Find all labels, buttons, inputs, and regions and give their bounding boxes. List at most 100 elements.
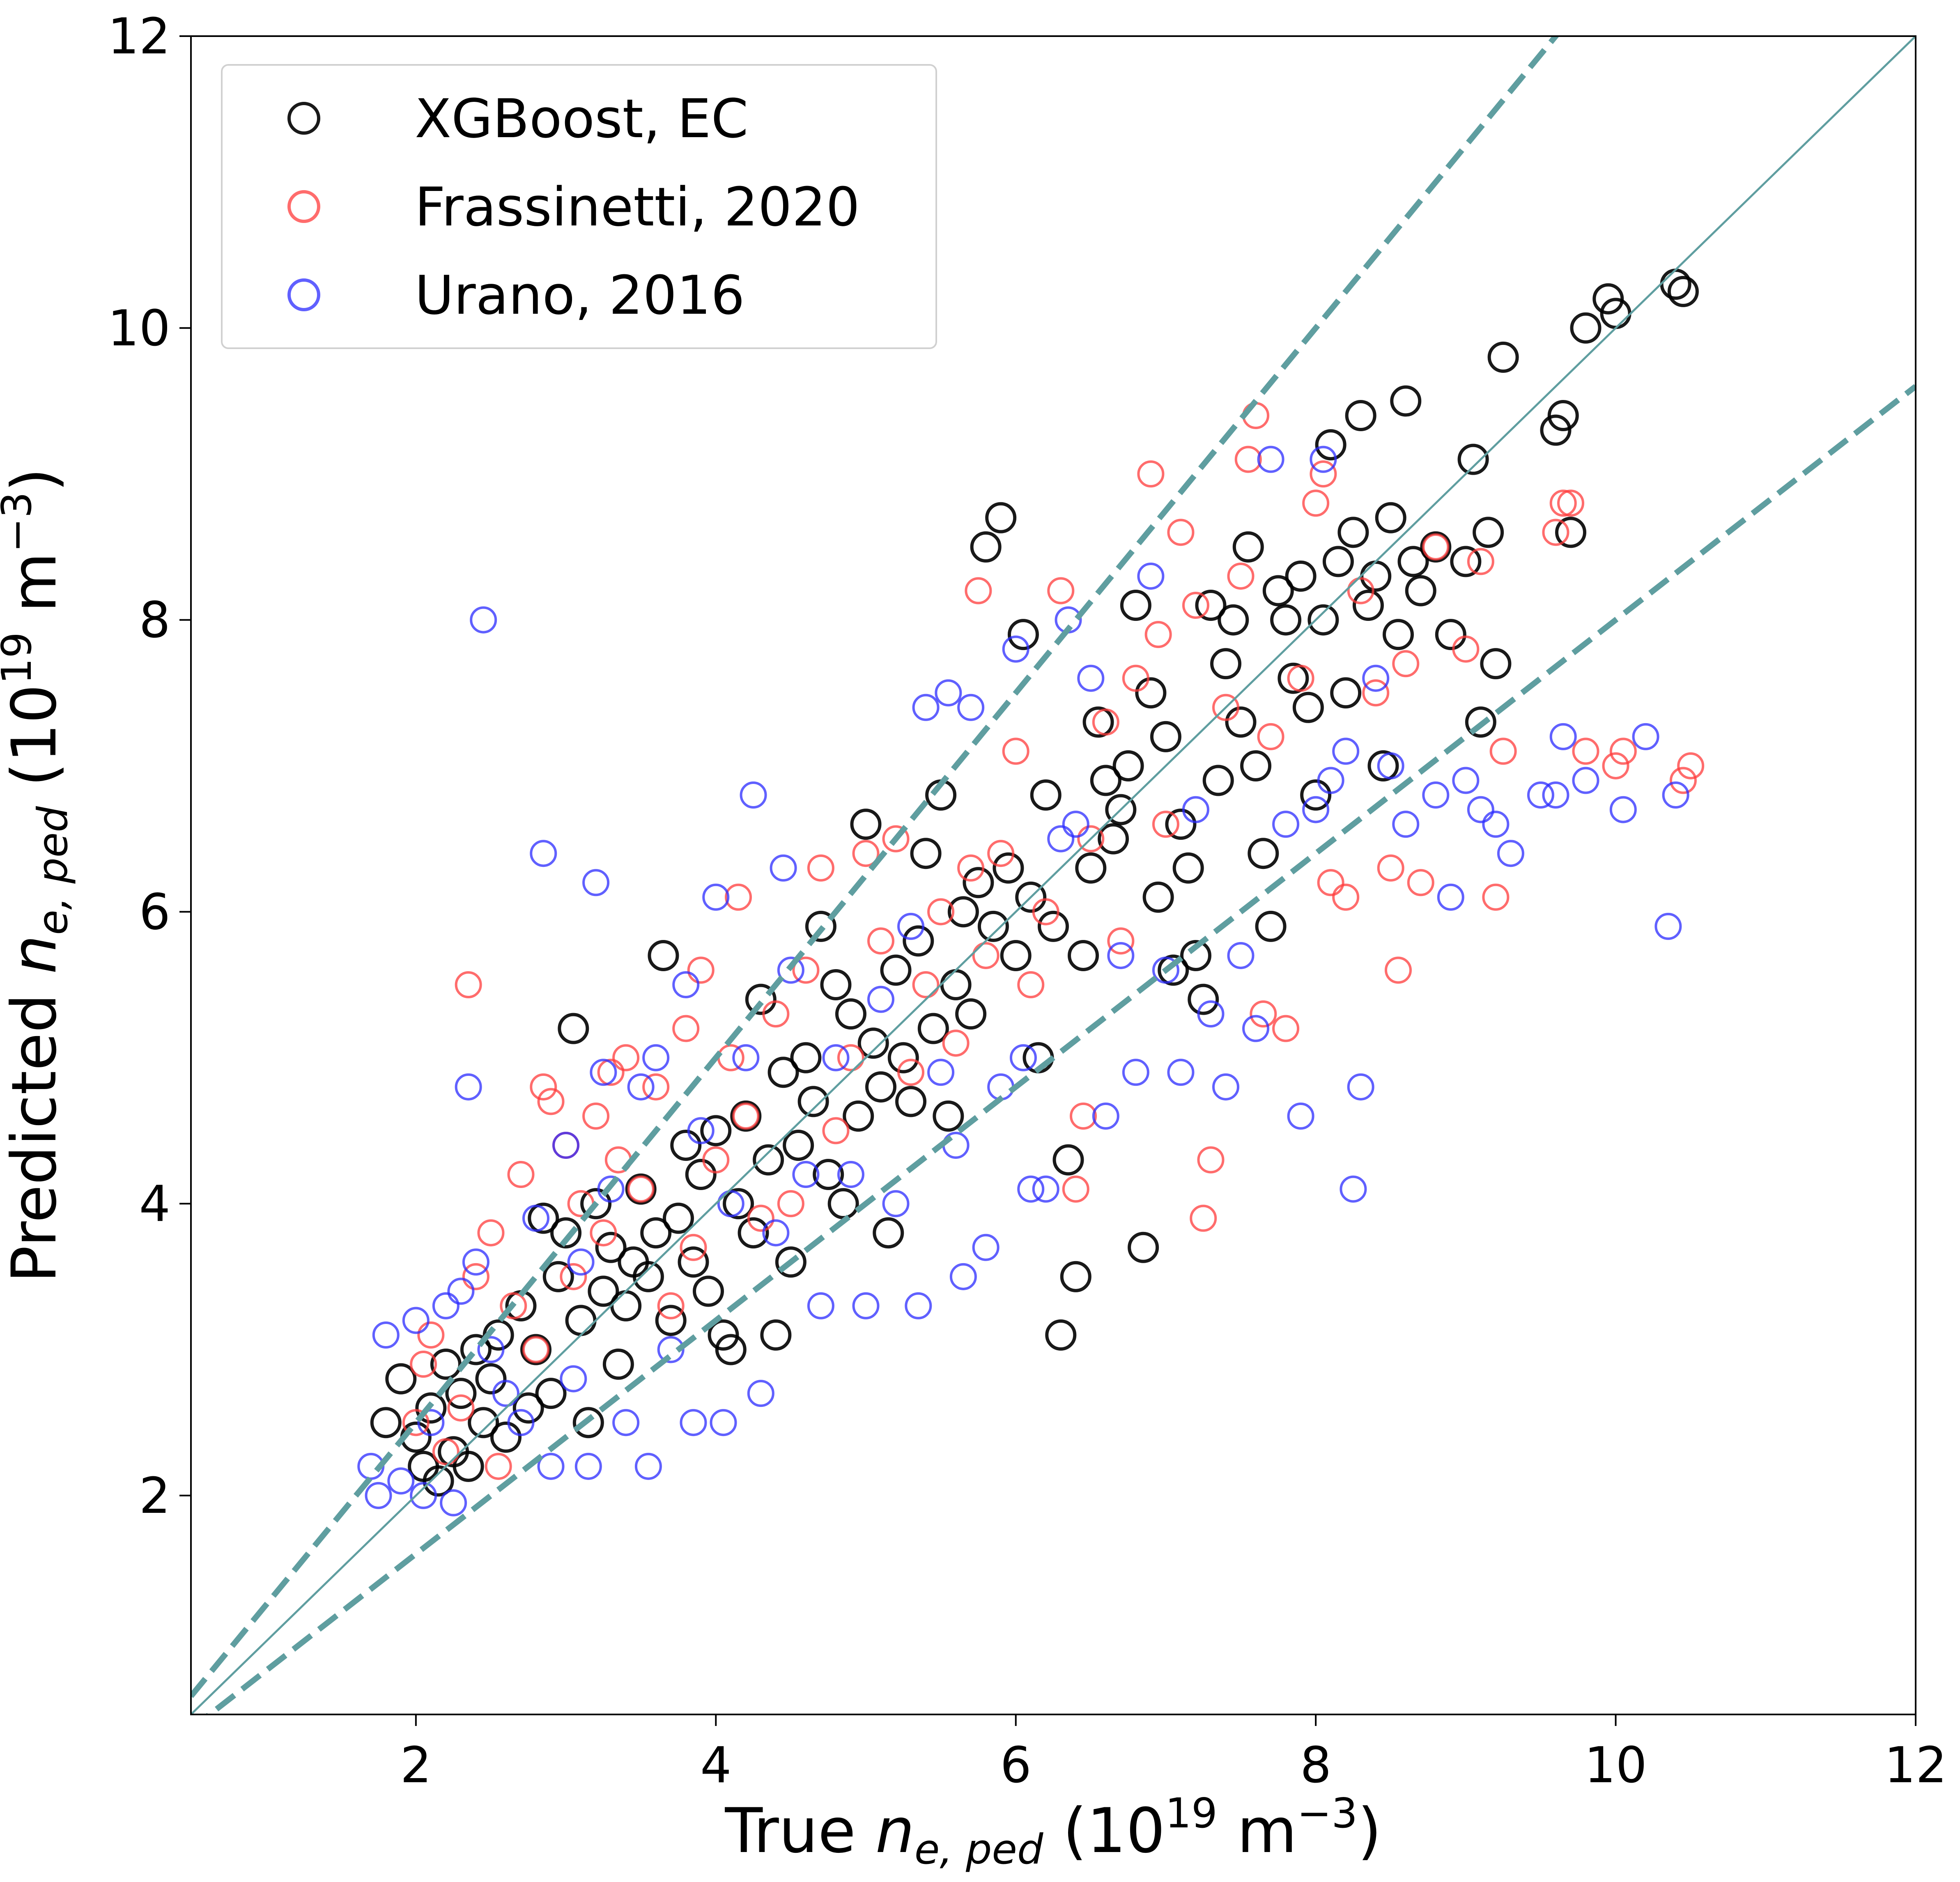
scatter-point [977, 910, 1009, 942]
scatter-point [430, 1349, 462, 1380]
scatter-point [1497, 840, 1524, 867]
scatter-point [1422, 781, 1450, 809]
scatter-point [1540, 414, 1572, 446]
scatter-point [1352, 590, 1384, 621]
scatter-point [702, 1146, 730, 1174]
scatter-point [572, 1407, 604, 1439]
scatter-point [507, 1161, 535, 1188]
scatter-point [723, 1188, 754, 1220]
scatter-point [867, 986, 894, 1013]
scatter-point [470, 606, 497, 634]
scatter-point [542, 1261, 574, 1292]
scatter-point [1068, 940, 1099, 971]
scatter-point [640, 1217, 672, 1249]
scatter-point [1017, 1175, 1045, 1203]
scatter-point [1212, 694, 1239, 721]
scatter-point [790, 1042, 822, 1073]
scatter-point [1120, 590, 1151, 621]
scatter-point [1317, 869, 1344, 896]
scatter-point [415, 1392, 447, 1424]
x-title-unit-close: ) [1358, 1795, 1382, 1867]
scatter-point [680, 1234, 707, 1261]
scatter-point [385, 1363, 417, 1395]
scatter-point [1272, 1015, 1300, 1042]
scatter-point [662, 1202, 694, 1234]
scatter-point [897, 1059, 925, 1086]
scatter-point [792, 1161, 820, 1188]
legend-marker [287, 190, 320, 223]
reference-lines [191, 36, 1916, 1714]
scatter-point [935, 679, 962, 707]
scatter-point [1152, 811, 1179, 838]
scatter-point [1250, 1000, 1277, 1028]
scatter-point [1165, 809, 1197, 840]
scatter-point [655, 1305, 687, 1336]
scatter-point [903, 925, 934, 957]
y-tick-label: 6 [139, 884, 170, 941]
scatter-point [680, 1409, 707, 1436]
scatter-point [1310, 446, 1337, 473]
scatter-point [1287, 1102, 1314, 1130]
scatter-point [1489, 738, 1517, 765]
scatter-point [762, 1000, 790, 1028]
scatter-point [370, 1407, 402, 1439]
scatter-point [1310, 460, 1337, 488]
x-title-prefix: True [724, 1795, 875, 1867]
scatter-point [1422, 533, 1450, 561]
scatter-point [567, 1248, 595, 1276]
reference-line-identity [191, 36, 1916, 1714]
scatter-point [410, 1351, 437, 1378]
scatter-point [1480, 648, 1512, 680]
scatter-point [882, 825, 910, 853]
scatter-point [1212, 1073, 1239, 1101]
scatter-point [590, 1219, 617, 1247]
x-title-unit-open: (10 [1043, 1795, 1165, 1867]
scatter-point [1210, 648, 1241, 680]
x-tick-label: 4 [700, 1737, 731, 1794]
scatter-point [850, 809, 882, 840]
x-axis-title: True ne, ped (1019 m−3) [724, 1789, 1381, 1873]
scatter-point [792, 956, 820, 984]
scatter-point [1172, 852, 1204, 884]
scatter-point [468, 1407, 499, 1439]
scatter-point [1009, 1044, 1037, 1071]
scatter-point [1098, 823, 1129, 855]
scatter-point [1482, 883, 1510, 911]
scatter-point [560, 1365, 587, 1393]
scatter-point [1392, 650, 1420, 678]
scatter-point [1075, 852, 1107, 884]
scatter-point [857, 1027, 889, 1059]
scatter-point [1137, 562, 1165, 590]
scatter-point [770, 854, 797, 882]
scatter-point [612, 1409, 640, 1436]
scatter-point [1032, 898, 1059, 926]
scatter-point [1390, 385, 1422, 417]
y-axis-title: Predicted ne, ped (1019 m−3) [0, 468, 77, 1283]
scatter-point [477, 1336, 505, 1363]
scatter-point [1255, 910, 1287, 942]
reference-line-lower-bound [205, 384, 1916, 1714]
scatter-point [1070, 1102, 1097, 1130]
scatter-point [1669, 767, 1697, 794]
scatter-point [865, 1071, 896, 1103]
scatter-point [1330, 677, 1362, 709]
scatter-point [762, 1219, 790, 1247]
scatter-point [432, 1438, 460, 1466]
scatter-point [574, 1452, 602, 1480]
scatter-point [1420, 531, 1452, 563]
scatter-point [1045, 1319, 1077, 1351]
scatter-point [730, 1100, 762, 1132]
scatter-point [1340, 1175, 1367, 1203]
scatter-point [917, 1013, 949, 1044]
scatter-point [1062, 1175, 1089, 1203]
series-2 [357, 446, 1689, 1517]
scatter-point [528, 1202, 559, 1234]
scatter-point [1437, 883, 1464, 911]
scatter-point [1677, 752, 1705, 779]
scatter-point [1609, 796, 1637, 823]
scatter-point [1362, 664, 1390, 692]
scatter-point [1347, 577, 1374, 604]
scatter-point [1392, 811, 1420, 838]
scatter-point [965, 577, 992, 604]
scatter-point [753, 1144, 784, 1176]
